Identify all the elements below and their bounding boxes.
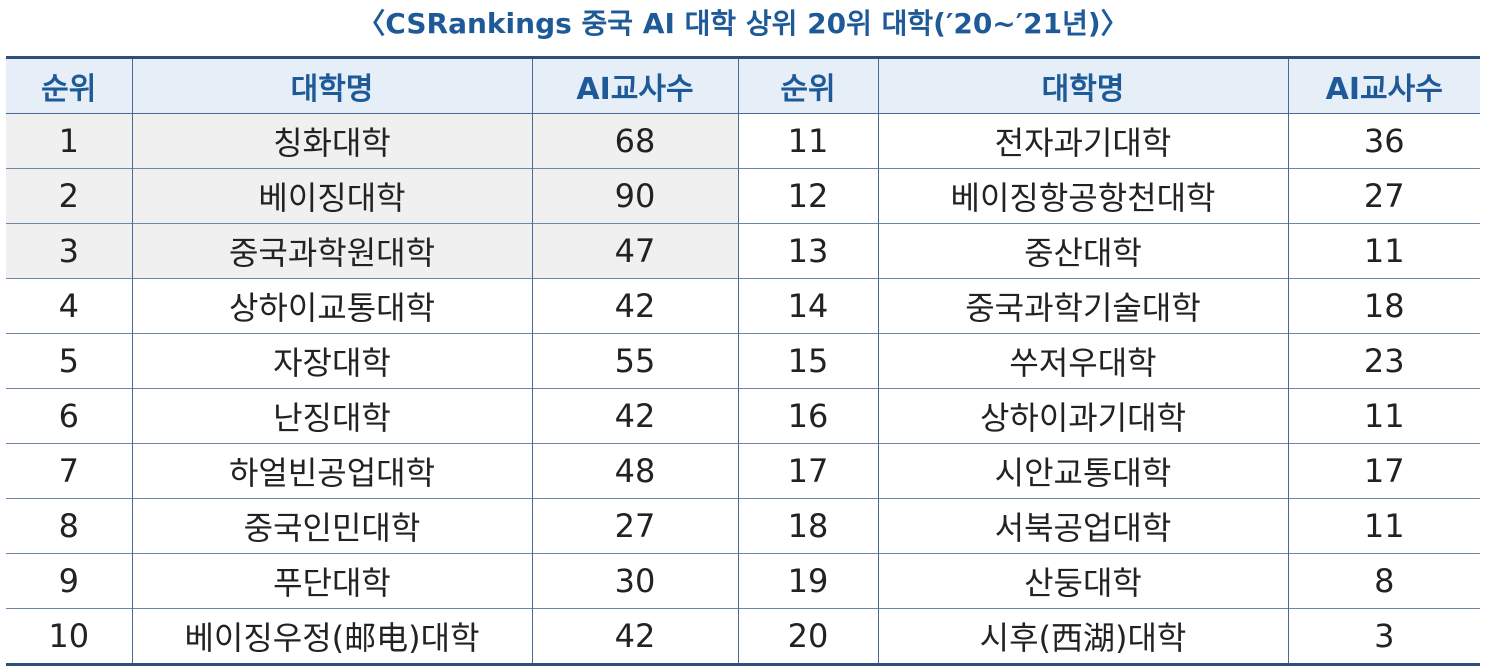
university-name-cell: 베이징우정(邮电)대학 xyxy=(131,608,532,665)
ai-professor-count-cell: 68 xyxy=(531,113,738,169)
university-name-cell: 베이징항공항천대학 xyxy=(877,168,1288,224)
university-name-cell: 중산대학 xyxy=(877,223,1288,279)
rank-cell: 18 xyxy=(737,498,878,554)
rank-cell: 8 xyxy=(6,498,132,554)
university-name-cell: 상하이과기대학 xyxy=(877,388,1288,444)
university-name-cell: 푸단대학 xyxy=(131,553,532,609)
ai-professor-count-cell: 42 xyxy=(531,388,738,444)
university-name-cell: 상하이교통대학 xyxy=(131,278,532,334)
rank-cell: 12 xyxy=(737,168,878,224)
rank-cell: 1 xyxy=(6,113,132,169)
rank-cell: 2 xyxy=(6,168,132,224)
ai-professor-count-cell: 42 xyxy=(531,278,738,334)
rank-cell: 10 xyxy=(6,608,132,665)
header-rank-left: 순위 xyxy=(6,57,132,114)
header-name-left: 대학명 xyxy=(131,57,532,114)
ai-professor-count-cell: 17 xyxy=(1287,443,1480,499)
ai-professor-count-cell: 11 xyxy=(1287,498,1480,554)
university-name-cell: 시안교통대학 xyxy=(877,443,1288,499)
ai-professor-count-cell: 90 xyxy=(531,168,738,224)
header-name-right: 대학명 xyxy=(877,57,1288,114)
table-row: 4 상하이교통대학 42 14 중국과학기술대학 18 xyxy=(6,278,1480,334)
table-row: 5 자장대학 55 15 쑤저우대학 23 xyxy=(6,333,1480,389)
table-row: 8 중국인민대학 27 18 서북공업대학 11 xyxy=(6,498,1480,554)
rank-cell: 13 xyxy=(737,223,878,279)
ai-professor-count-cell: 11 xyxy=(1287,388,1480,444)
table-row: 6 난징대학 42 16 상하이과기대학 11 xyxy=(6,388,1480,444)
university-name-cell: 중국과학원대학 xyxy=(131,223,532,279)
table-title: 〈CSRankings 중국 AI 대학 상위 20위 대학(′20~′21년)… xyxy=(357,7,1129,40)
ai-university-ranking-table: 순위 대학명 AI교사수 순위 대학명 AI교사수 1 칭화대학 68 11 전… xyxy=(6,56,1480,666)
ai-professor-count-cell: 27 xyxy=(1287,168,1480,224)
rank-cell: 7 xyxy=(6,443,132,499)
university-name-cell: 서북공업대학 xyxy=(877,498,1288,554)
table-row: 1 칭화대학 68 11 전자과기대학 36 xyxy=(6,113,1480,169)
header-rank-right: 순위 xyxy=(737,57,878,114)
ai-professor-count-cell: 18 xyxy=(1287,278,1480,334)
rank-cell: 14 xyxy=(737,278,878,334)
header-count-right: AI교사수 xyxy=(1287,57,1480,114)
table-row: 10 베이징우정(邮电)대학 42 20 시후(西湖)대학 3 xyxy=(6,608,1480,665)
university-name-cell: 난징대학 xyxy=(131,388,532,444)
table-row: 7 하얼빈공업대학 48 17 시안교통대학 17 xyxy=(6,443,1480,499)
rank-cell: 16 xyxy=(737,388,878,444)
university-name-cell: 중국과학기술대학 xyxy=(877,278,1288,334)
ai-professor-count-cell: 55 xyxy=(531,333,738,389)
rank-cell: 3 xyxy=(6,223,132,279)
university-name-cell: 칭화대학 xyxy=(131,113,532,169)
rank-cell: 17 xyxy=(737,443,878,499)
ai-professor-count-cell: 3 xyxy=(1287,608,1480,665)
rank-cell: 19 xyxy=(737,553,878,609)
header-row: 순위 대학명 AI교사수 순위 대학명 AI교사수 xyxy=(6,57,1480,114)
ai-professor-count-cell: 42 xyxy=(531,608,738,665)
university-name-cell: 전자과기대학 xyxy=(877,113,1288,169)
rank-cell: 9 xyxy=(6,553,132,609)
rank-cell: 15 xyxy=(737,333,878,389)
ai-professor-count-cell: 11 xyxy=(1287,223,1480,279)
rank-cell: 5 xyxy=(6,333,132,389)
table-row: 3 중국과학원대학 47 13 중산대학 11 xyxy=(6,223,1480,279)
table-row: 9 푸단대학 30 19 산둥대학 8 xyxy=(6,553,1480,609)
rank-cell: 20 xyxy=(737,608,878,665)
university-name-cell: 시후(西湖)대학 xyxy=(877,608,1288,665)
university-name-cell: 하얼빈공업대학 xyxy=(131,443,532,499)
university-name-cell: 베이징대학 xyxy=(131,168,532,224)
university-name-cell: 중국인민대학 xyxy=(131,498,532,554)
ai-professor-count-cell: 36 xyxy=(1287,113,1480,169)
university-name-cell: 쑤저우대학 xyxy=(877,333,1288,389)
rank-cell: 6 xyxy=(6,388,132,444)
ai-professor-count-cell: 23 xyxy=(1287,333,1480,389)
rank-cell: 4 xyxy=(6,278,132,334)
ai-professor-count-cell: 27 xyxy=(531,498,738,554)
university-name-cell: 자장대학 xyxy=(131,333,532,389)
university-name-cell: 산둥대학 xyxy=(877,553,1288,609)
rank-cell: 11 xyxy=(737,113,878,169)
ai-professor-count-cell: 8 xyxy=(1287,553,1480,609)
ai-professor-count-cell: 30 xyxy=(531,553,738,609)
header-count-left: AI교사수 xyxy=(531,57,738,114)
ai-professor-count-cell: 47 xyxy=(531,223,738,279)
table-row: 2 베이징대학 90 12 베이징항공항천대학 27 xyxy=(6,168,1480,224)
ai-professor-count-cell: 48 xyxy=(531,443,738,499)
